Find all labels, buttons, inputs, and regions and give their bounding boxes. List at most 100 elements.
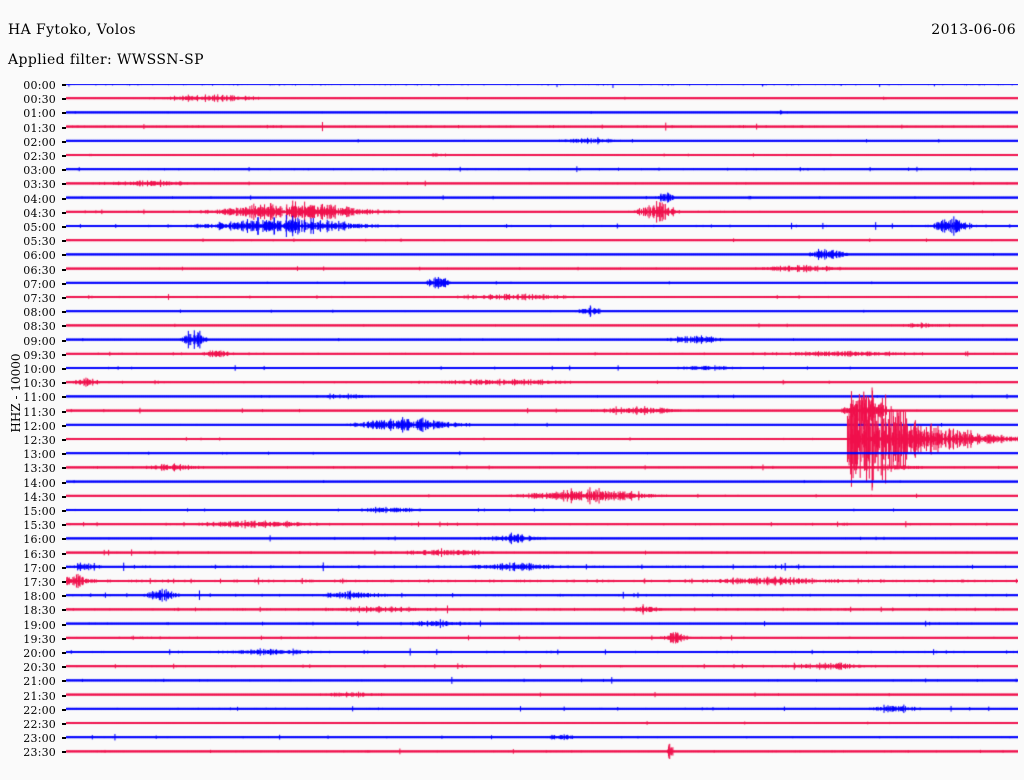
time-label-06-30: 06:30 [23, 263, 56, 277]
axis-tick [62, 197, 66, 200]
axis-tick [62, 297, 66, 299]
time-label-21-30: 21:30 [23, 689, 56, 703]
time-label-17-30: 17:30 [23, 576, 56, 589]
station-name: HA Fytoko, Volos [8, 22, 137, 38]
seismogram-canvas [66, 84, 1018, 774]
time-label-03-00: 03:00 [23, 164, 56, 178]
time-label-23-30: 23:30 [23, 746, 56, 760]
axis-tick [62, 453, 66, 456]
time-label-04-00: 04:00 [23, 192, 56, 206]
axis-tick [62, 155, 66, 157]
axis-tick [62, 595, 66, 598]
axis-tick [62, 566, 66, 569]
axis-tick [62, 552, 66, 555]
axis-tick [62, 339, 66, 342]
time-label-13-00: 13:00 [23, 448, 56, 462]
time-label-02-30: 02:30 [23, 150, 56, 163]
time-label-20-00: 20:00 [23, 647, 56, 660]
axis-tick [62, 240, 66, 243]
axis-tick [62, 666, 66, 669]
time-label-19-00: 19:00 [23, 618, 56, 632]
time-label-04-30: 04:30 [23, 206, 56, 220]
time-label-08-30: 08:30 [23, 320, 56, 334]
time-label-01-00: 01:00 [23, 107, 56, 121]
time-axis: 00:00 00:30 01:00 01:30 02:00 02:30 03:00 03:30… [0, 80, 66, 774]
axis-tick [62, 183, 66, 186]
axis-tick [62, 112, 66, 115]
time-label-02-00: 02:00 [23, 135, 56, 149]
time-label-20-30: 20:30 [23, 661, 56, 675]
record-date: 2013-06-06 [931, 22, 1016, 38]
time-label-14-00: 14:00 [23, 476, 56, 490]
axis-tick [62, 282, 66, 285]
time-label-00-00: 00:00 [23, 79, 56, 92]
time-label-22-30: 22:30 [23, 718, 56, 731]
time-label-07-00: 07:00 [23, 277, 56, 291]
time-label-07-30: 07:30 [23, 292, 56, 305]
axis-tick [62, 353, 66, 356]
axis-tick [62, 652, 66, 654]
axis-tick [62, 226, 66, 228]
applied-filter-label: Applied filter: WWSSN-SP [8, 52, 204, 68]
axis-tick [62, 637, 66, 640]
time-label-15-00: 15:00 [23, 505, 56, 518]
time-label-18-30: 18:30 [23, 604, 56, 618]
time-label-16-00: 16:00 [23, 533, 56, 547]
axis-tick [62, 268, 66, 271]
time-label-16-30: 16:30 [23, 547, 56, 561]
time-label-21-00: 21:00 [23, 675, 56, 689]
helicorder-plot [66, 84, 1018, 774]
axis-tick [62, 467, 66, 470]
axis-tick [62, 424, 66, 427]
time-label-12-30: 12:30 [23, 434, 56, 447]
time-label-00-30: 00:30 [23, 93, 56, 107]
axis-tick [62, 126, 66, 129]
time-label-10-00: 10:00 [23, 363, 56, 376]
axis-tick [62, 382, 66, 385]
axis-tick [62, 481, 66, 484]
axis-tick [62, 581, 66, 583]
time-label-01-30: 01:30 [23, 121, 56, 135]
axis-tick [62, 211, 66, 214]
time-label-23-00: 23:00 [23, 732, 56, 746]
axis-tick [62, 495, 66, 498]
axis-tick [62, 325, 66, 328]
time-label-08-00: 08:00 [23, 306, 56, 320]
time-label-11-00: 11:00 [23, 391, 56, 405]
time-label-11-30: 11:30 [23, 405, 56, 419]
time-label-05-30: 05:30 [23, 235, 56, 249]
axis-tick [62, 410, 66, 413]
time-label-22-00: 22:00 [23, 703, 56, 717]
axis-tick [62, 439, 66, 441]
time-label-03-30: 03:30 [23, 178, 56, 192]
axis-tick [62, 254, 66, 257]
axis-tick [62, 84, 66, 86]
axis-tick [62, 623, 66, 626]
axis-tick [62, 723, 66, 725]
axis-tick [62, 609, 66, 612]
time-label-10-30: 10:30 [23, 377, 56, 391]
axis-tick [62, 694, 66, 697]
axis-tick [62, 737, 66, 740]
time-label-06-00: 06:00 [23, 249, 56, 263]
time-label-05-00: 05:00 [23, 221, 56, 234]
axis-tick [62, 510, 66, 512]
axis-tick [62, 140, 66, 143]
time-label-14-30: 14:30 [23, 490, 56, 504]
time-label-17-00: 17:00 [23, 561, 56, 575]
time-label-09-00: 09:00 [23, 334, 56, 348]
time-label-18-00: 18:00 [23, 590, 56, 604]
axis-tick [62, 396, 66, 399]
axis-tick [62, 98, 66, 101]
axis-tick [62, 368, 66, 370]
time-label-13-30: 13:30 [23, 462, 56, 476]
time-label-09-30: 09:30 [23, 348, 56, 362]
time-label-12-00: 12:00 [23, 419, 56, 433]
axis-tick [62, 538, 66, 541]
time-label-15-30: 15:30 [23, 519, 56, 533]
axis-tick [62, 708, 66, 711]
axis-tick [62, 169, 66, 172]
axis-tick [62, 680, 66, 683]
time-label-19-30: 19:30 [23, 632, 56, 646]
